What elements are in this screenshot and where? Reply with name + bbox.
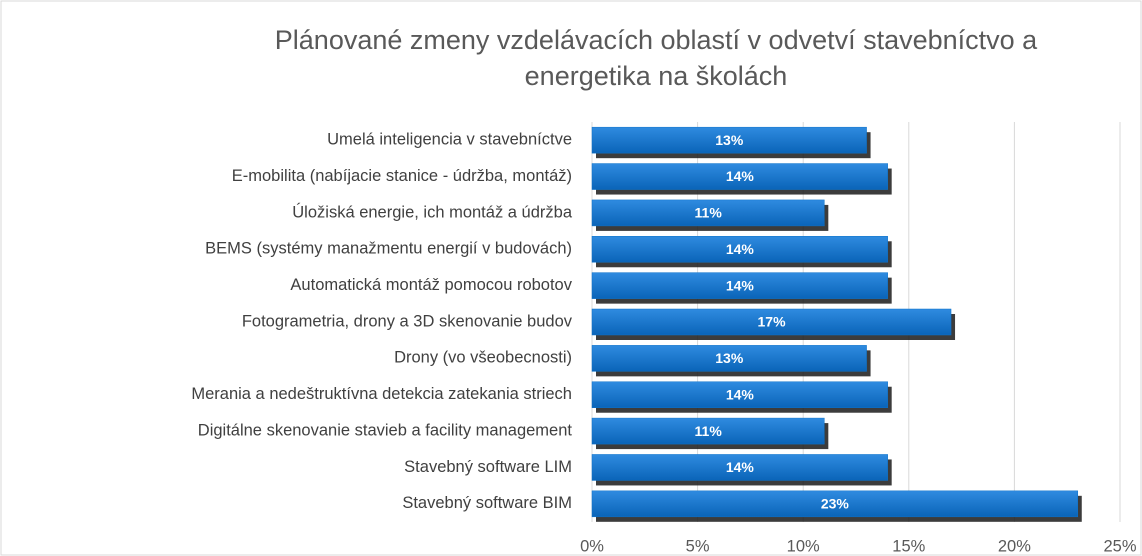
x-tick-label: 0% <box>580 537 604 555</box>
value-label: 23% <box>821 496 850 512</box>
bar <box>591 381 888 408</box>
y-tick-label: Úložiská energie, ich montáž a údržba <box>292 202 573 221</box>
x-tick-label: 5% <box>686 537 710 555</box>
x-tick-label: 25% <box>1103 537 1136 555</box>
y-tick-label: E-mobilita (nabíjacie stanice - údržba, … <box>232 167 572 185</box>
value-label: 14% <box>726 277 755 293</box>
bar <box>591 272 888 299</box>
y-tick-label: Stavebný software LIM <box>404 458 572 476</box>
bar <box>591 126 867 154</box>
value-label: 13% <box>715 350 744 366</box>
value-label: 13% <box>715 132 744 148</box>
y-tick-label: Merania a nedeštruktívna detekcia zateka… <box>191 385 572 403</box>
bar <box>591 236 888 263</box>
y-tick-label: Digitálne skenovanie stavieb a facility … <box>198 421 573 439</box>
bar <box>591 163 888 190</box>
y-tick-label: Automatická montáž pomocou robotov <box>290 276 572 294</box>
y-tick-label: Fotogrametria, drony a 3D skenovanie bud… <box>242 312 573 330</box>
value-label: 14% <box>726 168 755 184</box>
y-tick-label: Umelá inteligencia v stavebníctve <box>327 131 572 149</box>
value-label: 14% <box>726 241 755 257</box>
y-tick-label: Drony (vo všeobecnosti) <box>394 349 572 367</box>
value-label: 11% <box>695 423 723 439</box>
bar <box>591 417 825 445</box>
bar <box>591 454 888 481</box>
x-tick-label: 15% <box>892 537 925 555</box>
bar <box>591 490 1079 518</box>
bar <box>591 199 825 227</box>
y-tick-label: BEMS (systémy manažmentu energií v budov… <box>205 240 572 258</box>
bar <box>591 308 952 336</box>
bar <box>591 345 867 372</box>
x-tick-label: 10% <box>787 537 820 555</box>
value-label: 14% <box>726 386 755 402</box>
value-label: 11% <box>695 205 723 221</box>
value-label: 17% <box>758 314 787 330</box>
x-tick-label: 20% <box>998 537 1031 555</box>
y-tick-label: Stavebný software BIM <box>402 494 572 512</box>
value-label: 14% <box>726 459 755 475</box>
chart-title: Plánované zmeny vzdelávacích oblastí v o… <box>274 25 1038 91</box>
